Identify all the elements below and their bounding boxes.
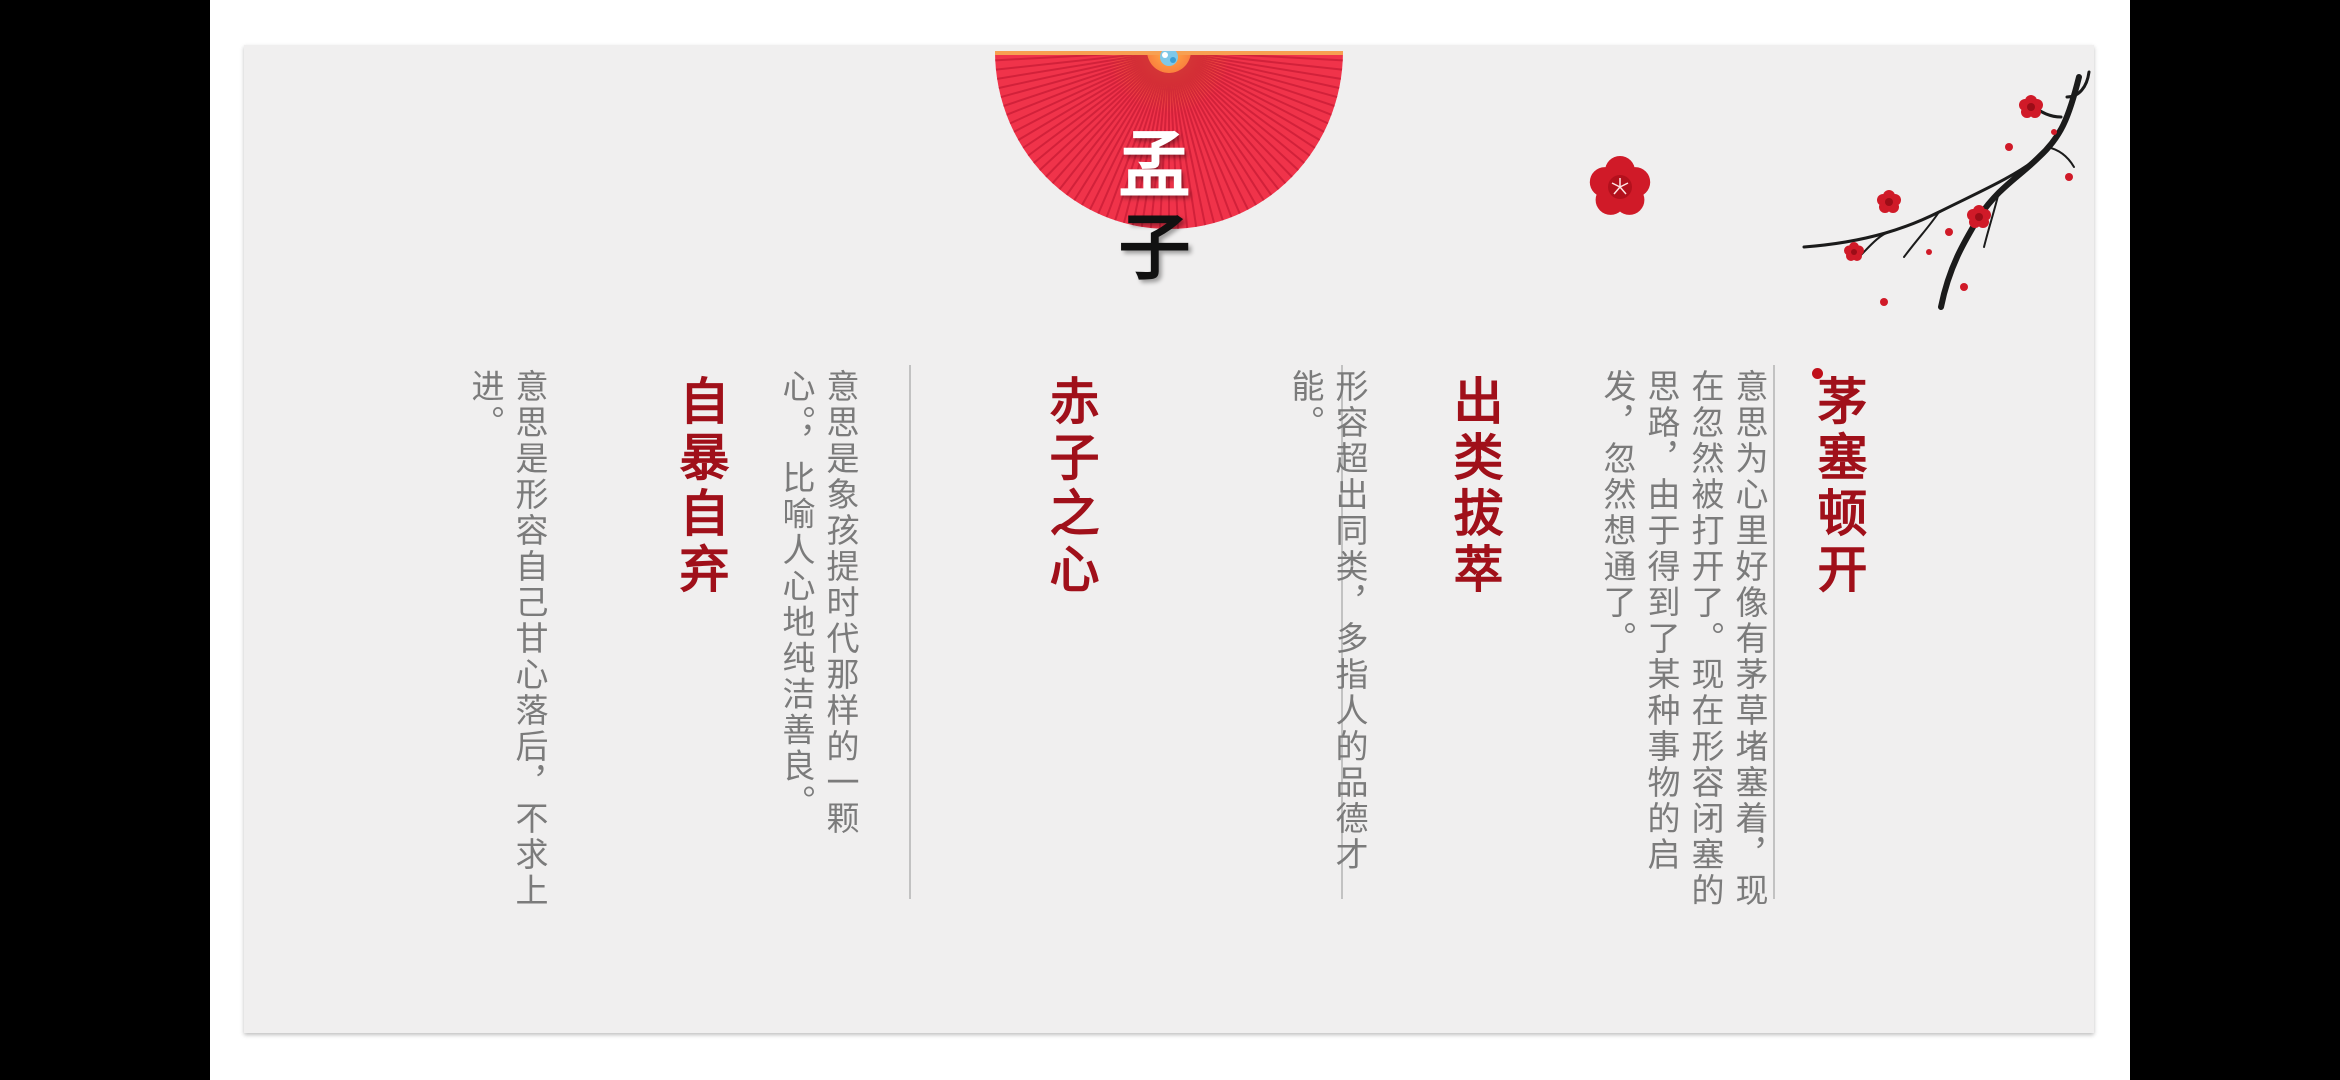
plum-blossom-icon [1589, 156, 1651, 215]
heading-dot [1812, 368, 1823, 379]
idiom-heading-2: 出类拔萃 [1445, 375, 1505, 599]
idiom-heading-3: 赤子之心 [1041, 375, 1101, 599]
title-char-2: 子 [1106, 209, 1191, 291]
page-title: 孟子 [1106, 127, 1191, 291]
column-divider-1 [1773, 365, 1775, 899]
idiom-text-1: 意思为心里好像有茅草堵塞着，现在忽然被打开了。现在形容闭塞的思路，由于得到了某种… [1598, 369, 1769, 909]
slide-page: 孟子 [210, 0, 2130, 1080]
idiom-text-4: 意思是形容自己甘心落后，不求上进。 [466, 369, 549, 909]
slide: 孟子 [244, 45, 2094, 1033]
plum-branch-icon [1802, 70, 2091, 310]
idiom-heading-4: 自暴自弃 [671, 375, 731, 599]
column-divider-2 [1341, 365, 1343, 899]
idiom-text-2: 形容超出同类，多指人的品德才能。 [1286, 369, 1369, 873]
folding-fan-icon [995, 51, 1343, 229]
idiom-text-3: 意思是象孩提时代那样的一颗心。，比喻人心地纯洁善良。 [777, 369, 860, 837]
column-divider-3 [909, 365, 911, 899]
idiom-heading-1: 茅塞顿开 [1809, 375, 1869, 599]
title-char-1: 孟 [1106, 127, 1191, 209]
